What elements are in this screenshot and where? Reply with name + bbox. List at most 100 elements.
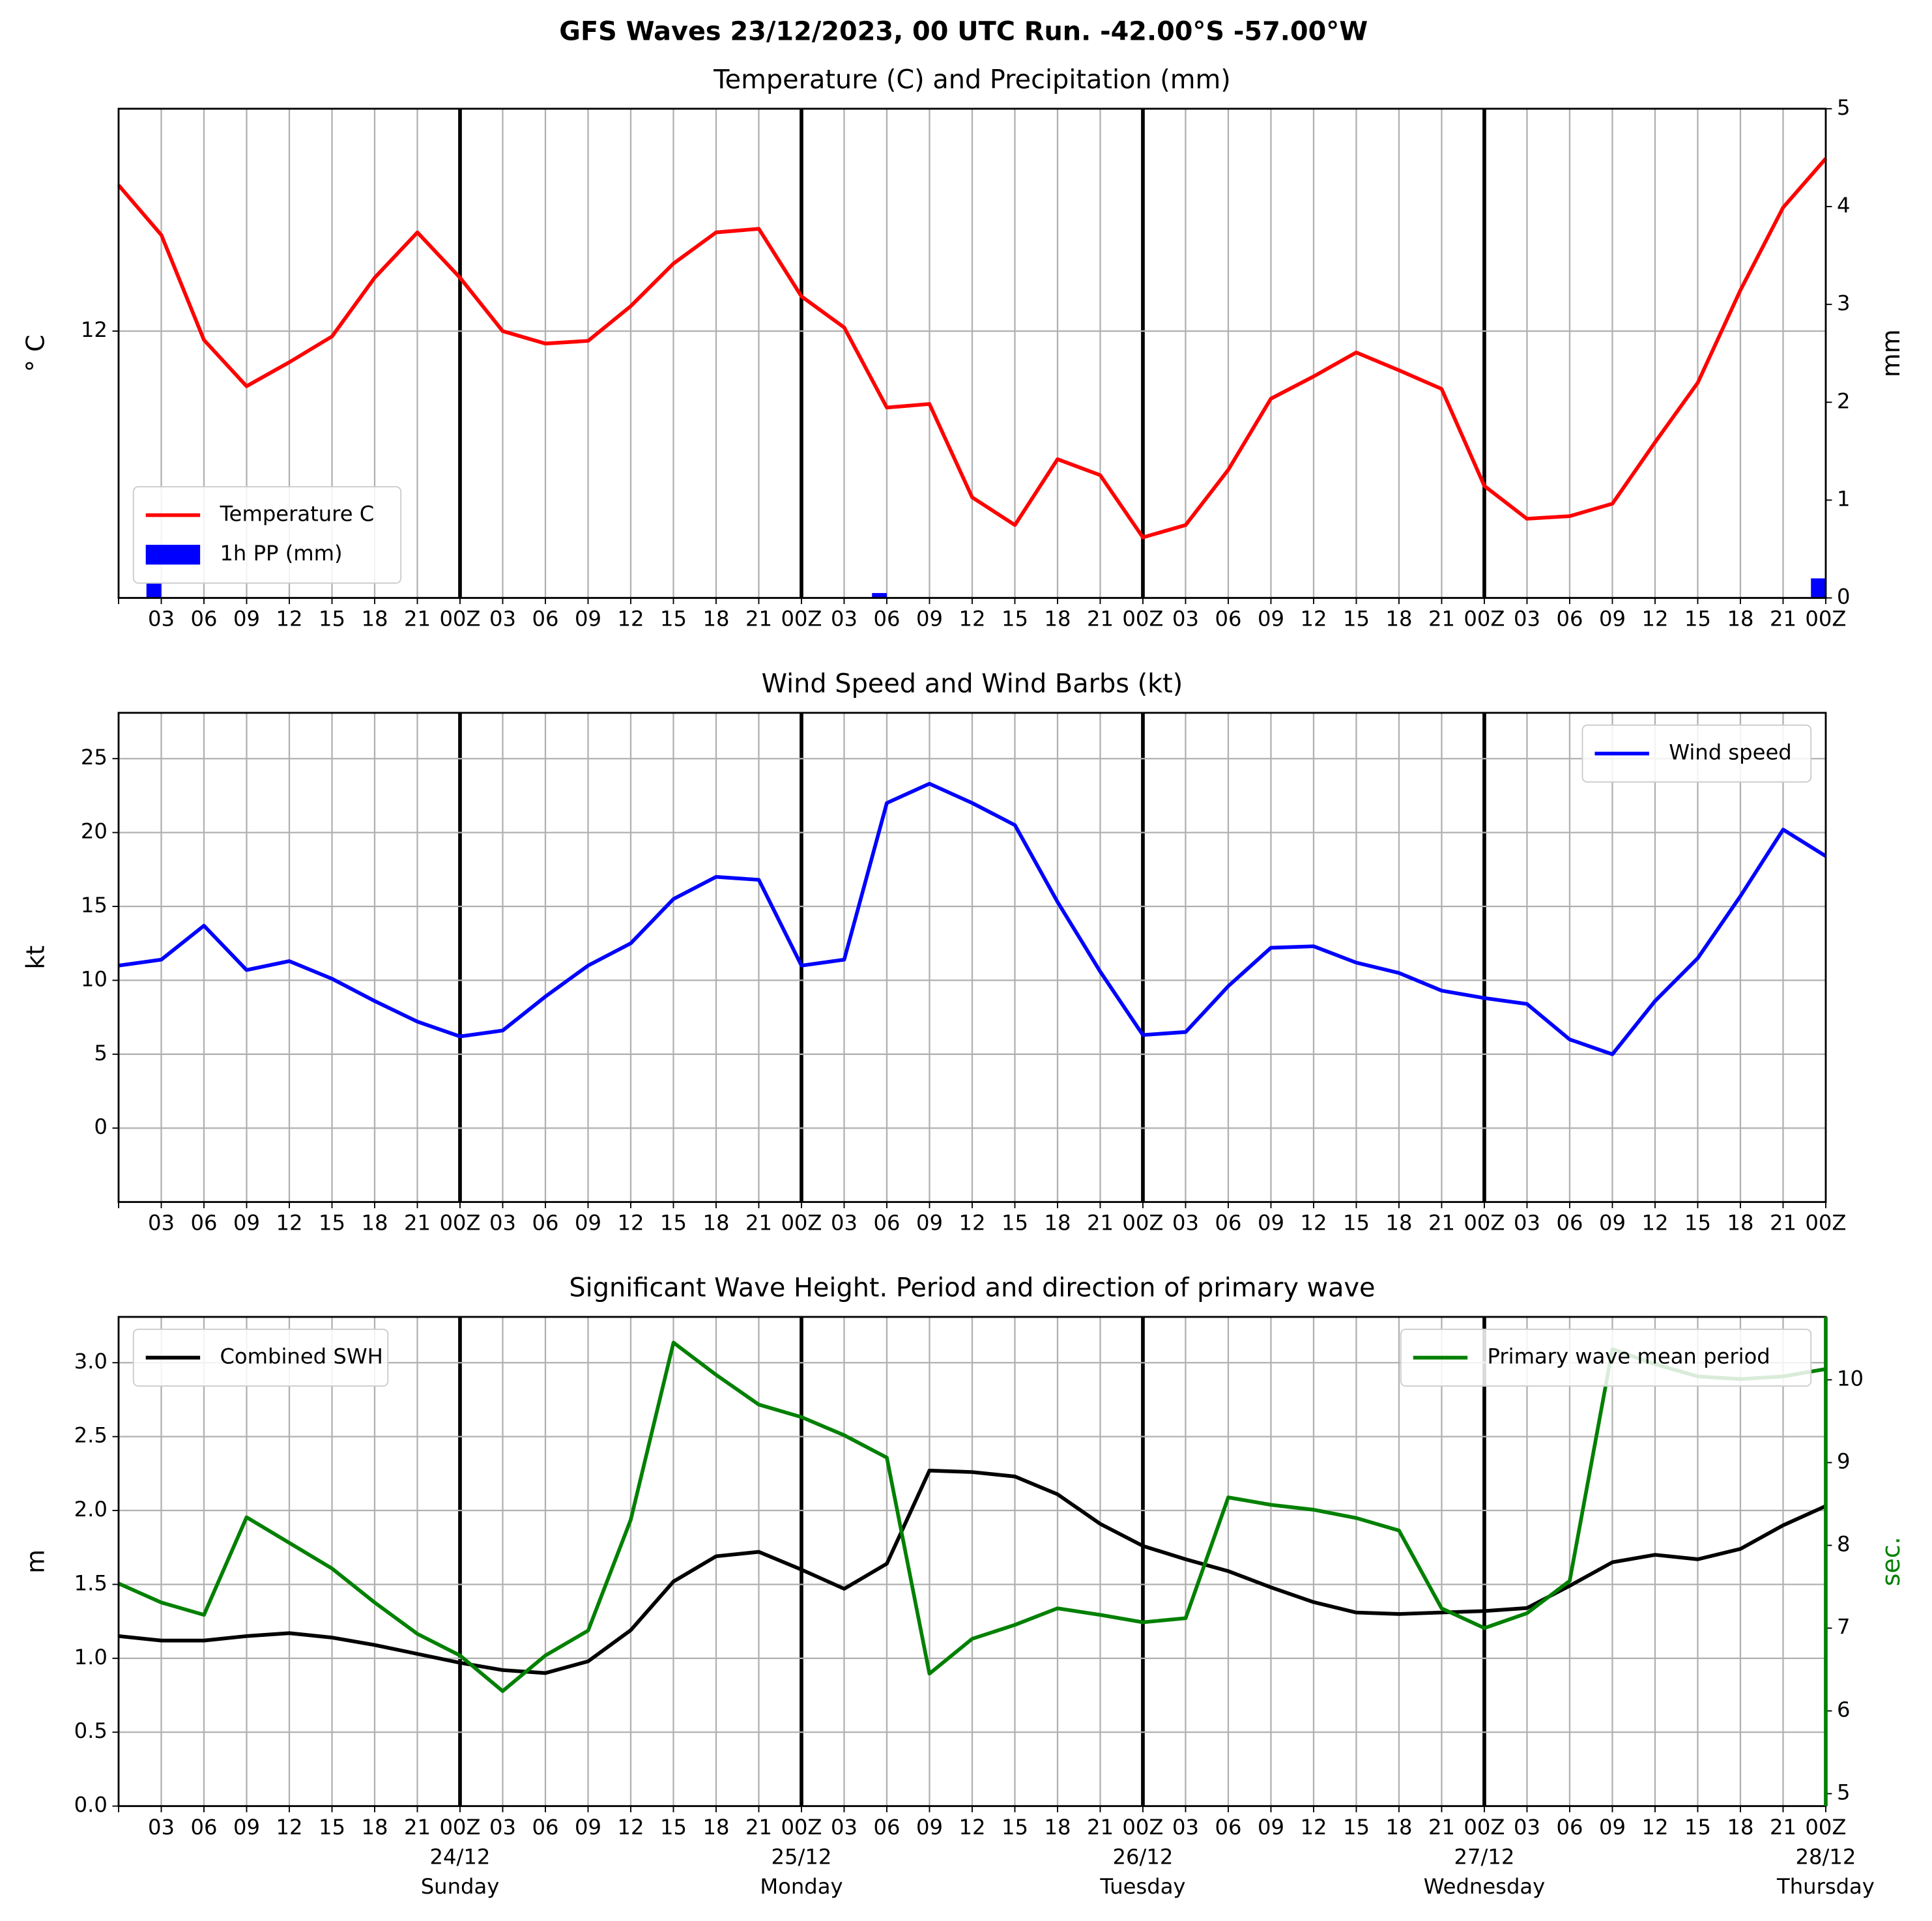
x-tick-label: 21 [745, 1815, 772, 1840]
y-tick-label: 0 [94, 1114, 108, 1139]
x-tick-label: 18 [1385, 607, 1412, 631]
y-tick-label: 20 [81, 819, 108, 844]
x-tick-label: 15 [1343, 1815, 1370, 1840]
x-tick-label: 12 [1641, 1211, 1668, 1235]
x-tick-label: 18 [1727, 607, 1753, 631]
x-tick-label: 06 [873, 1211, 900, 1235]
x-tick-label: 00Z [439, 607, 480, 631]
legend-swatch [145, 545, 201, 565]
x-tick-label: 21 [1428, 607, 1455, 631]
x-tick-label: 15 [1684, 607, 1711, 631]
x-tick-label: 15 [1002, 1211, 1028, 1235]
x-tick-label: 21 [1087, 1211, 1114, 1235]
y2-tick-label: 8 [1837, 1532, 1851, 1557]
legend-label: Primary wave mean period [1488, 1344, 1770, 1368]
x-tick-label: 00Z [781, 1211, 822, 1235]
y2-tick-label: 3 [1837, 291, 1851, 315]
legend-label: Combined SWH [220, 1344, 382, 1368]
x-tick-label: 00Z [1122, 607, 1163, 631]
y2-tick-label: 5 [1837, 95, 1851, 120]
x-tick-label: 03 [148, 1211, 175, 1235]
x-tick-label: 09 [916, 1211, 943, 1235]
x-tick-label: 15 [660, 607, 687, 631]
x-tick-label: 15 [319, 607, 345, 631]
x-tick-label: 12 [959, 1211, 985, 1235]
x-tick-label: 00Z [1805, 607, 1846, 631]
x-tick-label: 06 [1215, 1815, 1241, 1840]
x-tick-label: 12 [1300, 1815, 1327, 1840]
x-tick-label: 09 [233, 1211, 260, 1235]
panel-title: Temperature (C) and Precipitation (mm) [713, 65, 1231, 95]
x-tick-label: 12 [276, 1815, 302, 1840]
x-tick-label: 03 [1514, 607, 1540, 631]
x-tick-label: 06 [190, 1815, 217, 1840]
x-tick-label: 06 [1215, 1211, 1241, 1235]
x-tick-label: 09 [1599, 1211, 1626, 1235]
x-tick-label: 15 [660, 1211, 687, 1235]
x-tick-label: 18 [1385, 1815, 1412, 1840]
x-date-label: 24/12 [430, 1844, 491, 1869]
x-tick-label: 21 [745, 1211, 772, 1235]
x-tick-label: 06 [190, 1211, 217, 1235]
x-tick-label: 12 [617, 1211, 644, 1235]
y-tick-label: 2.0 [74, 1497, 108, 1522]
x-tick-label: 06 [1556, 607, 1583, 631]
x-tick-label: 09 [1258, 1815, 1284, 1840]
x-tick-label: 09 [1258, 1211, 1284, 1235]
legend-label: Wind speed [1669, 740, 1792, 764]
x-tick-label: 06 [873, 1815, 900, 1840]
x-tick-label: 03 [489, 607, 516, 631]
x-tick-label: 03 [1172, 1211, 1199, 1235]
y-tick-label: 10 [81, 966, 108, 991]
y-tick-label: 15 [81, 893, 108, 917]
x-tick-label: 03 [831, 1211, 858, 1235]
axes-frame [117, 108, 1827, 599]
x-tick-label: 21 [404, 1211, 431, 1235]
x-tick-label: 12 [1300, 607, 1327, 631]
x-tick-label: 00Z [439, 1211, 480, 1235]
x-tick-label: 00Z [1463, 1211, 1505, 1235]
y-tick-label: 0.5 [74, 1718, 108, 1743]
x-tick-label: 03 [489, 1815, 516, 1840]
series-line [118, 781, 1827, 1056]
x-tick-label: 12 [1641, 607, 1668, 631]
x-tick-label: 03 [1172, 1815, 1199, 1840]
legend-box [132, 486, 402, 584]
x-tick-label: 18 [1727, 1211, 1753, 1235]
x-tick-label: 18 [361, 607, 388, 631]
x-tick-label: 09 [233, 1815, 260, 1840]
x-tick-label: 21 [1770, 607, 1796, 631]
x-tick-label: 09 [233, 607, 260, 631]
x-tick-label: 12 [276, 607, 302, 631]
x-tick-label: 09 [575, 607, 601, 631]
x-tick-label: 00Z [781, 1815, 822, 1840]
x-tick-label: 09 [1599, 607, 1626, 631]
x-tick-label: 18 [1044, 1815, 1071, 1840]
x-tick-label: 12 [276, 1211, 302, 1235]
x-tick-label: 12 [1300, 1211, 1327, 1235]
x-tick-label: 00Z [781, 607, 822, 631]
x-tick-label: 09 [575, 1211, 601, 1235]
panel-title: Wind Speed and Wind Barbs (kt) [762, 669, 1183, 699]
legend-label: Temperature C [219, 502, 374, 527]
x-tick-label: 06 [532, 607, 558, 631]
x-tick-label: 03 [148, 607, 175, 631]
y2-tick-label: 2 [1837, 388, 1851, 413]
x-tick-label: 18 [702, 607, 729, 631]
x-tick-label: 18 [361, 1211, 388, 1235]
x-tick-label: 21 [745, 607, 772, 631]
x-tick-label: 21 [1087, 607, 1114, 631]
x-tick-label: 15 [1343, 1211, 1370, 1235]
y-axis-label: m [21, 1550, 50, 1574]
x-tick-label: 21 [1428, 1211, 1455, 1235]
y-tick-label: 2.5 [74, 1423, 108, 1448]
x-tick-label: 15 [660, 1815, 687, 1840]
y2-tick-label: 10 [1837, 1366, 1864, 1391]
y-axis-label: ° C [21, 334, 50, 371]
x-tick-label: 06 [873, 607, 900, 631]
x-tick-label: 00Z [1805, 1815, 1846, 1840]
y-tick-label: 3.0 [74, 1349, 108, 1374]
x-tick-label: 21 [1770, 1211, 1796, 1235]
x-tick-label: 09 [916, 1815, 943, 1840]
